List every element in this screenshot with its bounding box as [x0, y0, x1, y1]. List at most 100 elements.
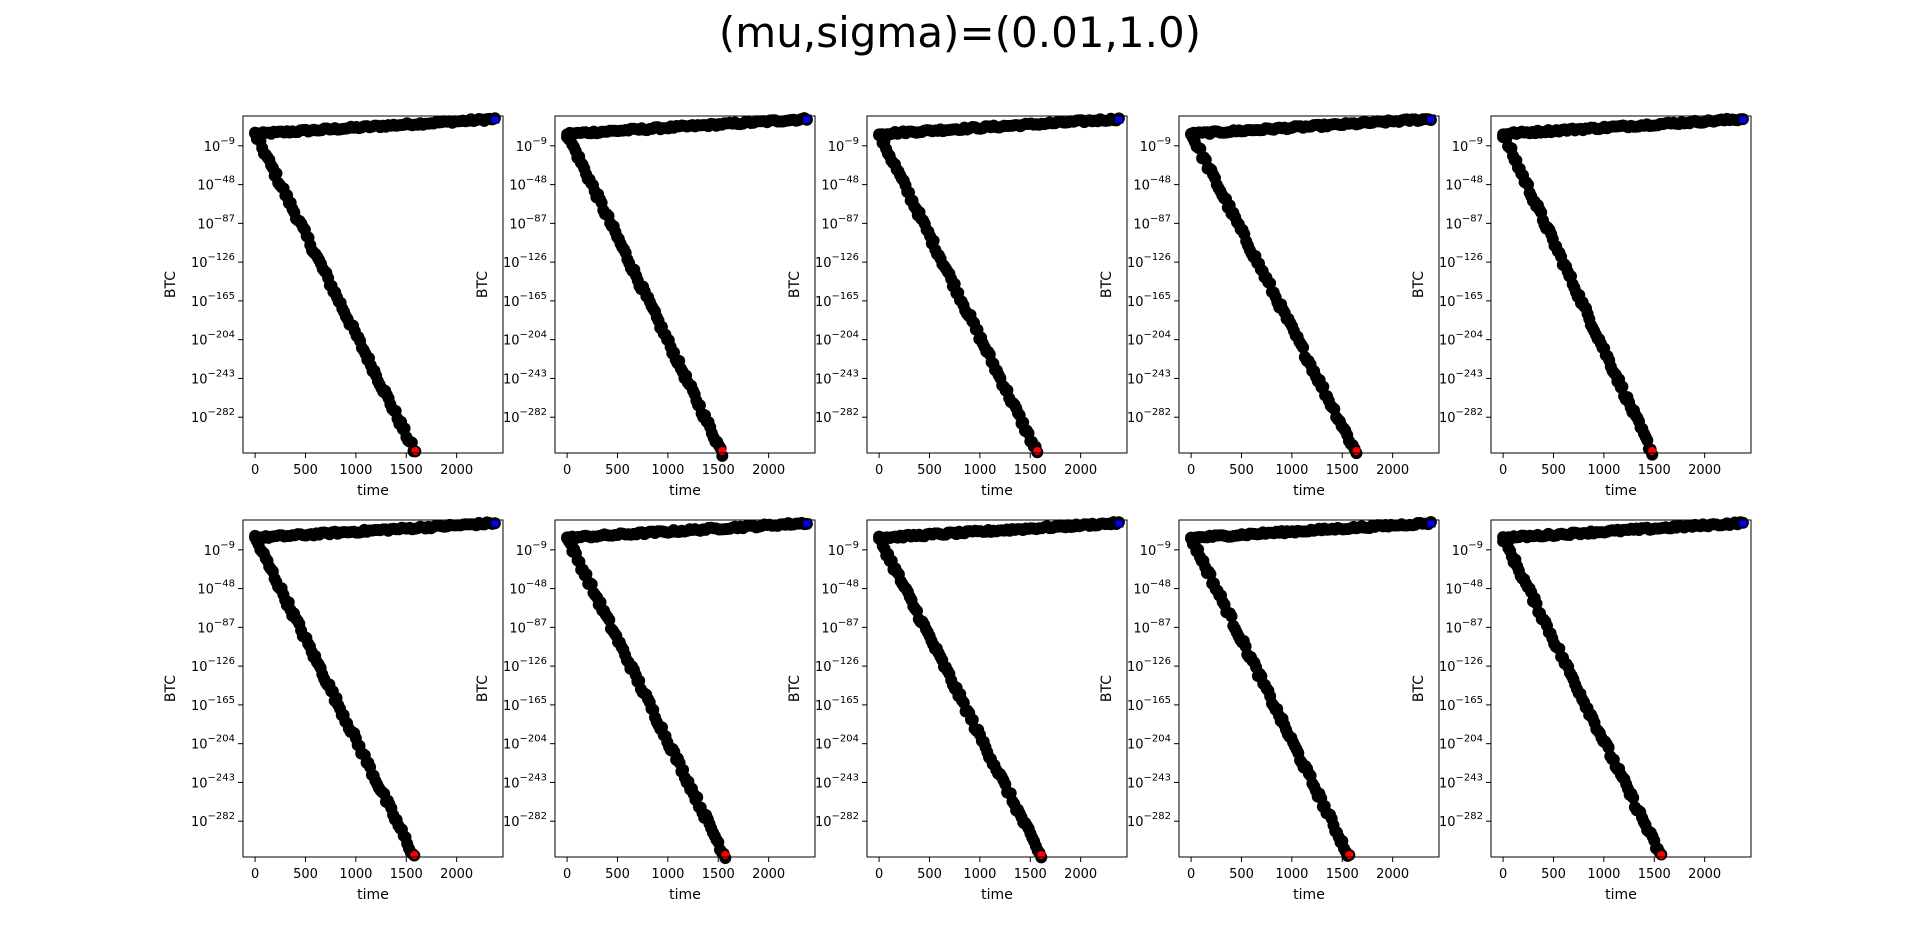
- y-tick-label: 10−282: [503, 811, 547, 830]
- x-tick-label: 2000: [440, 867, 473, 882]
- x-tick-label: 2000: [1064, 463, 1097, 478]
- marker-lower: [927, 234, 940, 247]
- y-tick-label: 10−204: [191, 330, 235, 349]
- x-tick-label: 1500: [1638, 463, 1671, 478]
- x-tick-label: 0: [251, 463, 259, 478]
- marker-lower: [1225, 610, 1238, 623]
- y-tick-label: 10−282: [1439, 811, 1483, 830]
- y-tick-label: 10−48: [1445, 175, 1483, 194]
- axes-frame: [866, 519, 1128, 858]
- x-tick-label: 500: [1229, 867, 1254, 882]
- y-tick-label: 10−204: [191, 734, 235, 753]
- y-tick-label: 10−204: [1127, 330, 1171, 349]
- y-tick-label: 10−165: [1127, 695, 1171, 714]
- y-axis-label: BTC: [475, 675, 491, 702]
- y-tick-label: 10−9: [1140, 136, 1171, 155]
- y-tick-label: 10−243: [815, 368, 859, 387]
- x-tick-label: 1000: [339, 463, 372, 478]
- y-tick-label: 10−87: [1133, 617, 1171, 636]
- marker-lower: [1616, 380, 1629, 393]
- series-end-marker: [1426, 114, 1436, 124]
- x-tick-label: 0: [251, 867, 259, 882]
- subplot: 0 500 1000 1500 2000 10−9 10−48 10−87 10−126 10−1…: [1411, 516, 1752, 903]
- x-axis-label: time: [669, 483, 701, 499]
- x-axis-label: time: [1605, 887, 1637, 903]
- x-tick-label: 1000: [651, 867, 684, 882]
- x-tick-label: 1000: [963, 463, 996, 478]
- y-tick-label: 10−126: [191, 656, 235, 675]
- subplot: 0 500 1000 1500 2000 10−9 10−48 10−87 10−126 10−1…: [163, 112, 504, 499]
- x-tick-label: 2000: [752, 463, 785, 478]
- y-tick-label: 10−243: [1127, 772, 1171, 791]
- series-end-marker: [410, 851, 419, 859]
- x-axis-label: time: [357, 887, 389, 903]
- y-axis-label: BTC: [163, 271, 179, 298]
- axes-frame: [554, 519, 816, 858]
- y-tick-label: 10−204: [1127, 734, 1171, 753]
- y-tick-label: 10−204: [815, 330, 859, 349]
- series-end-marker: [721, 851, 730, 859]
- x-tick-label: 0: [875, 867, 883, 882]
- subplot: 0 500 1000 1500 2000 10−9 10−48 10−87 10−126 10−1…: [475, 516, 816, 903]
- axes-frame: [1490, 519, 1752, 858]
- x-tick-label: 500: [1541, 867, 1566, 882]
- y-tick-label: 10−126: [1127, 252, 1171, 271]
- subplot: 0 500 1000 1500 2000 10−9 10−48 10−87 10−126 10−1…: [1099, 113, 1440, 499]
- subplot: 0 500 1000 1500 2000 10−9 10−48 10−87 10−126 10−1…: [1099, 516, 1440, 903]
- subplot: 0 500 1000 1500 2000 10−9 10−48 10−87 10−126 10−1…: [787, 516, 1128, 903]
- y-tick-label: 10−282: [1439, 407, 1483, 426]
- axes-frame: [866, 115, 1128, 454]
- y-tick-label: 10−243: [1439, 772, 1483, 791]
- series-end-marker: [1033, 447, 1042, 455]
- y-tick-label: 10−165: [503, 695, 547, 714]
- axes-frame: [1178, 115, 1440, 454]
- y-axis-label: BTC: [1099, 271, 1115, 298]
- x-tick-label: 0: [875, 463, 883, 478]
- x-tick-label: 1500: [1014, 867, 1047, 882]
- y-tick-label: 10−282: [191, 811, 235, 830]
- x-tick-label: 2000: [1688, 463, 1721, 478]
- series-end-marker: [802, 518, 812, 528]
- subplot: 0 500 1000 1500 2000 10−9 10−48 10−87 10−126 10−1…: [475, 112, 816, 499]
- y-tick-label: 10−204: [1439, 330, 1483, 349]
- series-end-marker: [1352, 447, 1361, 455]
- y-tick-label: 10−282: [1127, 811, 1171, 830]
- x-tick-label: 1500: [1014, 463, 1047, 478]
- y-tick-label: 10−9: [516, 136, 547, 155]
- y-tick-label: 10−48: [1445, 579, 1483, 598]
- x-tick-label: 500: [605, 867, 630, 882]
- y-tick-label: 10−204: [503, 734, 547, 753]
- y-tick-label: 10−48: [509, 579, 547, 598]
- subplot: 0 500 1000 1500 2000 10−9 10−48 10−87 10−126 10−1…: [163, 516, 504, 903]
- y-axis-label: BTC: [163, 675, 179, 702]
- x-tick-label: 0: [1499, 867, 1507, 882]
- x-tick-label: 1500: [702, 463, 735, 478]
- axes-frame: [554, 115, 816, 454]
- x-tick-label: 0: [563, 867, 571, 882]
- x-tick-label: 500: [917, 867, 942, 882]
- x-tick-label: 0: [1187, 867, 1195, 882]
- y-tick-label: 10−282: [1127, 407, 1171, 426]
- series-end-marker: [1426, 518, 1436, 528]
- y-tick-label: 10−48: [1133, 175, 1171, 194]
- y-tick-label: 10−9: [1140, 540, 1171, 559]
- y-tick-label: 10−126: [503, 252, 547, 271]
- y-tick-label: 10−48: [197, 579, 235, 598]
- y-tick-label: 10−282: [503, 407, 547, 426]
- x-tick-label: 500: [1229, 463, 1254, 478]
- y-axis-label: BTC: [787, 675, 803, 702]
- x-axis-label: time: [1293, 887, 1325, 903]
- y-tick-label: 10−165: [1439, 695, 1483, 714]
- y-tick-label: 10−48: [197, 175, 235, 194]
- x-tick-label: 2000: [440, 463, 473, 478]
- y-tick-label: 10−9: [204, 136, 235, 155]
- axes-frame: [242, 519, 504, 858]
- y-tick-label: 10−9: [828, 540, 859, 559]
- y-tick-label: 10−204: [503, 330, 547, 349]
- data-markers: [561, 516, 813, 864]
- data-markers: [1185, 516, 1437, 862]
- x-tick-label: 2000: [1376, 463, 1409, 478]
- y-tick-label: 10−165: [503, 291, 547, 310]
- x-axis-label: time: [1605, 483, 1637, 499]
- y-tick-label: 10−126: [191, 252, 235, 271]
